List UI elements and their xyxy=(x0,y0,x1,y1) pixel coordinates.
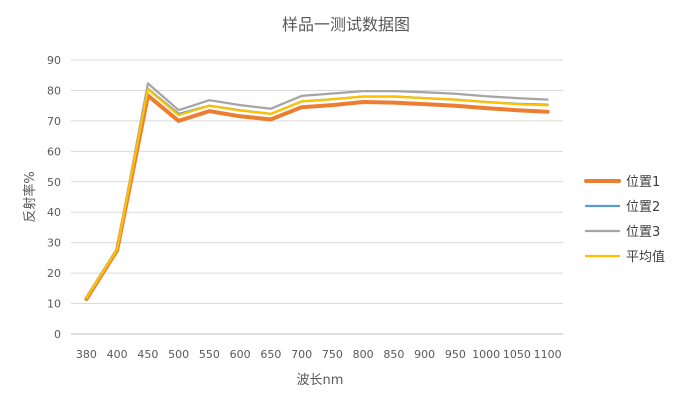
y-tick-label: 40 xyxy=(47,206,61,219)
series-line-2 xyxy=(85,87,549,299)
x-axis-ticks: 380 400 450 500 550 600 650 700 750 800 850 900 950 1… xyxy=(76,348,562,361)
gridlines xyxy=(71,59,563,305)
x-tick-label: 650 xyxy=(260,348,281,361)
x-tick-label: 380 xyxy=(76,348,97,361)
x-axis-title: 波长nm xyxy=(297,373,344,388)
y-tick-label: 20 xyxy=(47,267,61,280)
x-tick-label: 1100 xyxy=(534,348,562,361)
legend-label: 位置2 xyxy=(626,200,660,215)
x-tick-label: 1000 xyxy=(472,348,500,361)
y-tick-label: 90 xyxy=(47,54,61,67)
series-lines xyxy=(84,82,550,301)
legend-label: 位置1 xyxy=(626,175,660,190)
y-axis-title: 反射率% xyxy=(22,171,38,222)
chart-title: 样品一测试数据图 xyxy=(282,15,410,34)
x-tick-label: 600 xyxy=(230,348,251,361)
x-tick-label: 950 xyxy=(445,348,466,361)
y-axis-ticks: 0 10 20 30 40 50 60 70 80 90 xyxy=(47,54,61,341)
y-tick-label: 60 xyxy=(47,145,61,158)
x-tick-label: 550 xyxy=(199,348,220,361)
x-tick-label: 400 xyxy=(107,348,128,361)
legend: 位置1 位置2 位置3 平均值 xyxy=(584,175,665,265)
x-tick-label: 450 xyxy=(137,348,158,361)
x-tick-label: 850 xyxy=(383,348,404,361)
y-tick-label: 80 xyxy=(47,84,61,97)
legend-label: 位置3 xyxy=(626,225,660,240)
x-tick-label: 900 xyxy=(414,348,435,361)
x-tick-label: 500 xyxy=(168,348,189,361)
y-tick-label: 0 xyxy=(54,328,61,341)
x-tick-label: 750 xyxy=(322,348,343,361)
x-tick-label: 700 xyxy=(291,348,312,361)
y-tick-label: 30 xyxy=(47,237,61,250)
series-line-1 xyxy=(84,93,550,301)
x-tick-label: 800 xyxy=(353,348,374,361)
legend-label: 平均值 xyxy=(626,249,665,265)
y-tick-label: 70 xyxy=(47,115,61,128)
x-tick-label: 1050 xyxy=(503,348,531,361)
series-line-3 xyxy=(85,82,549,299)
series-line-4 xyxy=(85,88,549,300)
y-tick-label: 10 xyxy=(47,298,61,311)
y-tick-label: 50 xyxy=(47,176,61,189)
